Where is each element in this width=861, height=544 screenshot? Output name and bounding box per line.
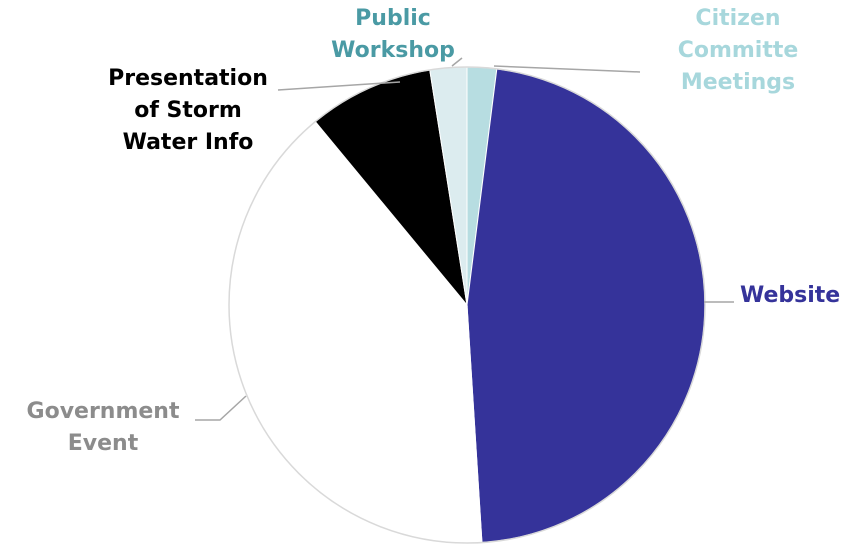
data-label-public-workshop: Public Workshop — [331, 6, 455, 63]
leader-line-citizen-committe-meetings — [493, 65, 641, 73]
leader-line-government-event — [195, 395, 247, 421]
data-label-government-event: Government Event — [27, 399, 180, 456]
pie-slice-website — [466, 68, 706, 544]
data-label-citizen-committe-meetings: Citizen Committe Meetings — [678, 6, 799, 95]
data-label-presentation-of-storm-water-info: Presentation of Storm Water Info — [108, 66, 268, 155]
data-label-website: Website — [740, 283, 840, 308]
leader-line-presentation-of-storm-water-info — [277, 81, 401, 91]
leader-line-public-workshop — [451, 57, 463, 67]
pie-outline — [228, 66, 706, 544]
